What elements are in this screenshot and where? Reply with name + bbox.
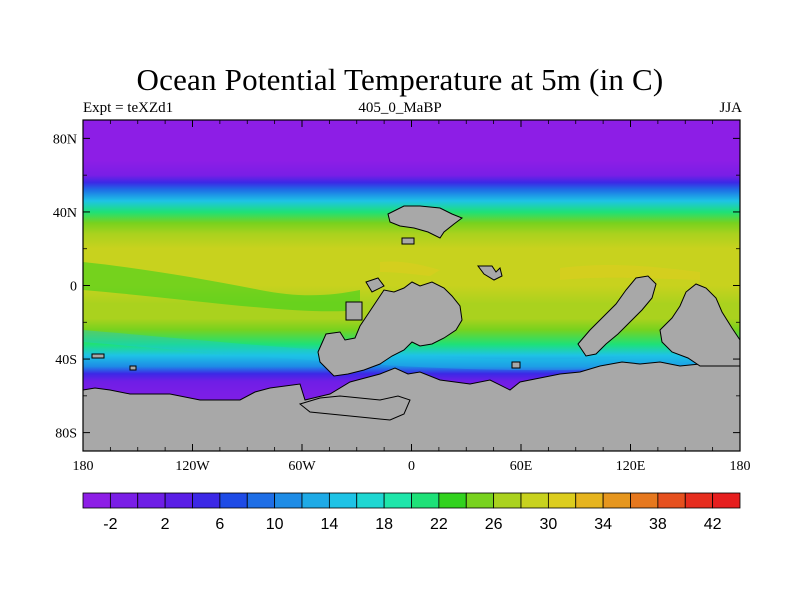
colorbar-swatch-23 xyxy=(712,492,741,509)
colorbar-label: 42 xyxy=(704,516,722,533)
ocean-band-0 xyxy=(83,262,360,312)
colorbar-label: 30 xyxy=(539,516,557,533)
time-label: 405_0_MaBP xyxy=(358,100,442,116)
land-mass-10 xyxy=(91,353,105,359)
lat-tick-label: 80S xyxy=(55,427,77,442)
lon-tick-label: 180 xyxy=(730,459,751,474)
colorbar-label: 34 xyxy=(594,516,612,533)
land-mass-12 xyxy=(511,361,521,369)
colorbar-swatch-1 xyxy=(109,492,139,509)
colorbar-label: -2 xyxy=(103,516,117,533)
lon-tick-label: 60W xyxy=(288,459,316,474)
ocean-variation-bands xyxy=(83,261,740,371)
colorbar-swatch-12 xyxy=(411,492,440,509)
colorbar-swatch-20 xyxy=(630,492,659,509)
lat-tick-label: 80N xyxy=(53,132,77,147)
colorbar-swatch-16 xyxy=(520,492,549,509)
colorbar-label: 14 xyxy=(320,516,338,533)
colorbar-swatch-2 xyxy=(137,492,166,509)
chart-title: Ocean Potential Temperature at 5m (in C) xyxy=(136,62,664,97)
land-mass-1 xyxy=(317,281,463,377)
colorbar-label: 26 xyxy=(485,516,503,533)
colorbar-swatch-7 xyxy=(274,492,303,509)
lon-tick-label: 60E xyxy=(510,459,533,474)
experiment-label: Expt = teXZd1 xyxy=(83,100,174,116)
land-mass-9 xyxy=(477,265,503,281)
land-mass-8 xyxy=(401,237,415,245)
lat-tick-label: 0 xyxy=(70,280,77,295)
colorbar-swatch-6 xyxy=(246,492,276,509)
colorbar-swatch-9 xyxy=(328,492,358,509)
land-mass-0 xyxy=(83,361,740,451)
colorbar-swatch-22 xyxy=(684,492,714,509)
colorbar-swatch-18 xyxy=(575,492,604,509)
land-mass-7 xyxy=(387,205,464,239)
colorbar-label: 22 xyxy=(430,516,448,533)
lat-tick-label: 40N xyxy=(53,206,77,221)
colorbar-swatch-0 xyxy=(82,492,111,509)
land-mass-11 xyxy=(129,365,137,371)
land-mask xyxy=(83,205,740,451)
latitude-axis: 80N 40N 0 40S 80S xyxy=(53,132,740,442)
season-label: JJA xyxy=(719,100,742,116)
colorbar-label: 18 xyxy=(375,516,393,533)
land-mass-6 xyxy=(298,395,411,421)
land-mass-4 xyxy=(577,275,657,357)
colorbar-swatch-19 xyxy=(602,492,631,509)
colorbar-swatch-13 xyxy=(438,492,467,509)
colorbar-label: 2 xyxy=(161,516,170,533)
colorbar-swatch-17 xyxy=(547,492,577,509)
map-area xyxy=(83,120,740,451)
colorbar-swatch-4 xyxy=(192,492,221,509)
ocean-band-1 xyxy=(560,265,700,280)
ocean-band-2 xyxy=(380,261,440,276)
longitude-axis: 180 120W 60W 0 60E 120E 180 xyxy=(73,120,751,474)
colorbar-swatch-5 xyxy=(219,492,248,509)
colorbar-swatch-11 xyxy=(383,492,412,509)
colorbar-swatch-8 xyxy=(301,492,330,509)
colorbar-swatch-14 xyxy=(465,492,495,509)
lon-tick-label: 120W xyxy=(175,459,210,474)
colorbar-label: 6 xyxy=(215,516,224,533)
lon-tick-label: 0 xyxy=(408,459,415,474)
colorbar-label: 38 xyxy=(649,516,667,533)
ocean-band-3 xyxy=(83,330,740,371)
land-mass-5 xyxy=(659,283,740,367)
lon-tick-label: 180 xyxy=(73,459,94,474)
lon-tick-label: 120E xyxy=(616,459,646,474)
lat-tick-label: 40S xyxy=(55,353,77,368)
colorbar-swatch-3 xyxy=(164,492,193,509)
colorbar-label: 10 xyxy=(266,516,284,533)
land-mass-3 xyxy=(365,277,385,293)
colorbar-swatch-21 xyxy=(657,492,686,509)
colorbar: -2 2 6 10 14 18 22 26 30 34 38 42 xyxy=(82,492,741,533)
land-mass-2 xyxy=(345,301,363,321)
colorbar-swatch-10 xyxy=(356,492,385,509)
colorbar-swatch-15 xyxy=(493,492,522,509)
